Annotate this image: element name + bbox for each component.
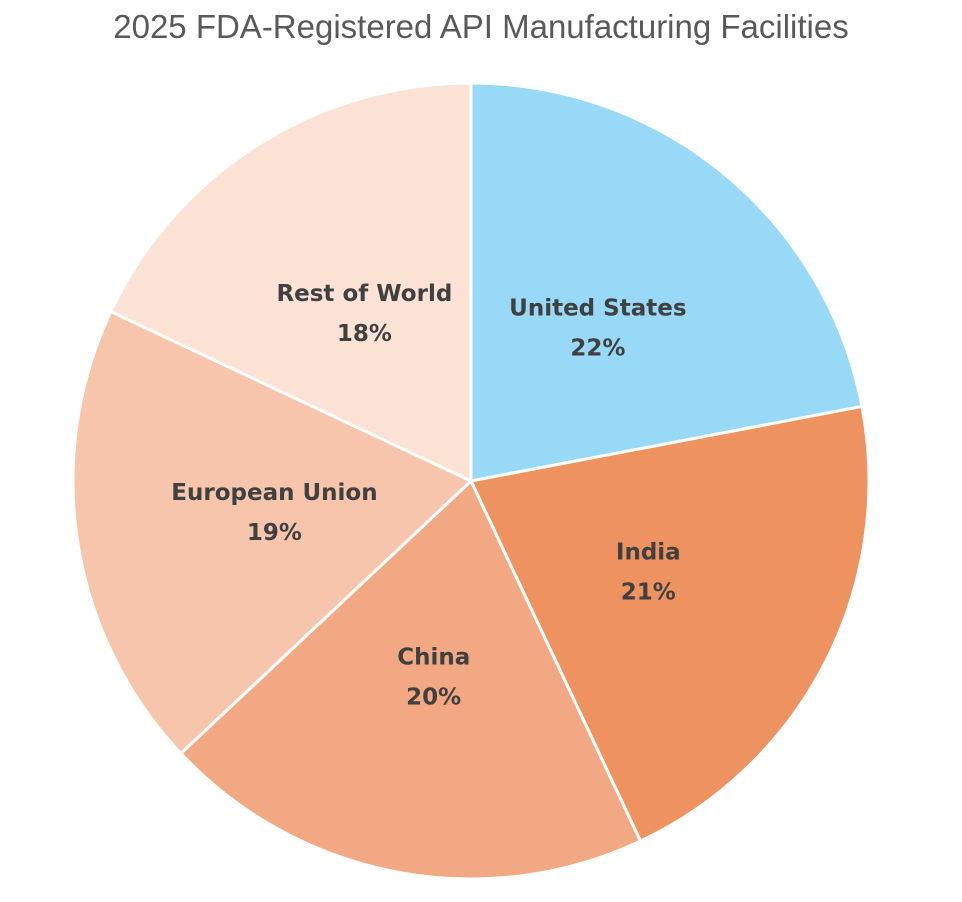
- slice-label: European Union: [171, 480, 377, 506]
- slice-value-label: 20%: [406, 684, 461, 710]
- slice-label: United States: [509, 296, 686, 322]
- slice-value-label: 22%: [570, 336, 625, 362]
- pie-slice-european-union: [71, 309, 474, 756]
- slice-value-label: 18%: [337, 321, 392, 347]
- slice-value-label: 19%: [247, 520, 302, 546]
- slice-label: India: [616, 539, 681, 565]
- pie-slice-united-states: [469, 81, 864, 483]
- slice-value-label: 21%: [621, 579, 676, 605]
- pie-slice-china: [178, 478, 643, 881]
- pie-slice-india: [468, 404, 871, 844]
- pie-slice-rest-of-world: [108, 81, 473, 484]
- slice-label: China: [397, 644, 470, 670]
- slice-label: Rest of World: [276, 281, 452, 307]
- chart-title: 2025 FDA-Registered API Manufacturing Fa…: [113, 8, 849, 45]
